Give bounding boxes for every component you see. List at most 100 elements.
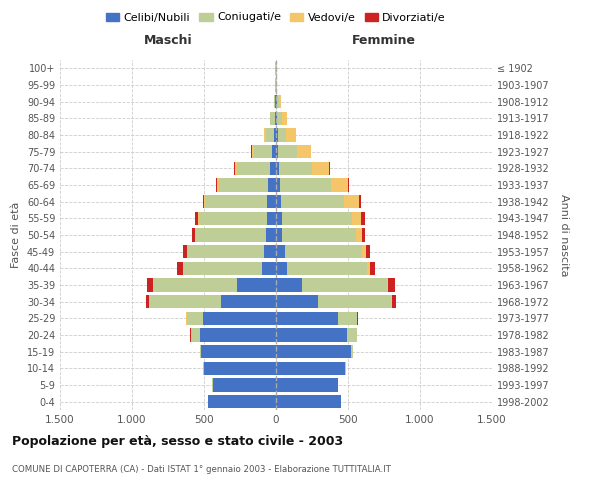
- Bar: [276, 245, 284, 258]
- Bar: [269, 112, 270, 125]
- Bar: [221, 295, 276, 308]
- Bar: [274, 128, 276, 141]
- Bar: [186, 312, 187, 325]
- Bar: [392, 295, 395, 308]
- Bar: [344, 195, 359, 208]
- Bar: [283, 228, 356, 241]
- Bar: [266, 228, 276, 241]
- Bar: [203, 362, 204, 375]
- Text: Maschi: Maschi: [143, 34, 193, 46]
- Bar: [366, 245, 370, 258]
- Bar: [194, 228, 196, 241]
- Bar: [286, 128, 296, 141]
- Bar: [276, 278, 302, 291]
- Bar: [276, 195, 281, 208]
- Text: Popolazione per età, sesso e stato civile - 2003: Popolazione per età, sesso e stato civil…: [12, 435, 343, 448]
- Bar: [278, 128, 286, 141]
- Bar: [254, 145, 272, 158]
- Bar: [237, 278, 276, 291]
- Bar: [391, 295, 392, 308]
- Y-axis label: Fasce di età: Fasce di età: [11, 202, 21, 268]
- Bar: [200, 328, 276, 342]
- Bar: [262, 262, 276, 275]
- Bar: [361, 212, 365, 225]
- Bar: [198, 212, 199, 225]
- Bar: [362, 245, 366, 258]
- Bar: [234, 162, 235, 175]
- Bar: [201, 345, 276, 358]
- Bar: [284, 245, 362, 258]
- Bar: [356, 228, 362, 241]
- Bar: [359, 195, 361, 208]
- Bar: [345, 362, 346, 375]
- Bar: [276, 228, 283, 241]
- Bar: [276, 178, 280, 192]
- Bar: [276, 128, 278, 141]
- Bar: [276, 362, 345, 375]
- Bar: [387, 278, 388, 291]
- Bar: [272, 145, 276, 158]
- Bar: [281, 195, 344, 208]
- Bar: [147, 278, 153, 291]
- Bar: [276, 345, 351, 358]
- Bar: [276, 112, 277, 125]
- Bar: [279, 95, 281, 108]
- Bar: [183, 245, 187, 258]
- Text: COMUNE DI CAPOTERRA (CA) - Dati ISTAT 1° gennaio 2003 - Elaborazione TUTTITALIA.: COMUNE DI CAPOTERRA (CA) - Dati ISTAT 1°…: [12, 465, 391, 474]
- Bar: [274, 95, 275, 108]
- Bar: [196, 212, 198, 225]
- Bar: [203, 312, 276, 325]
- Bar: [212, 378, 276, 392]
- Text: Femmine: Femmine: [352, 34, 416, 46]
- Bar: [280, 178, 331, 192]
- Bar: [268, 195, 276, 208]
- Bar: [178, 262, 183, 275]
- Bar: [276, 212, 282, 225]
- Bar: [196, 228, 266, 241]
- Bar: [204, 362, 276, 375]
- Bar: [191, 328, 200, 342]
- Bar: [367, 262, 370, 275]
- Bar: [275, 112, 276, 125]
- Bar: [265, 128, 266, 141]
- Bar: [277, 112, 282, 125]
- Bar: [200, 345, 201, 358]
- Bar: [203, 195, 204, 208]
- Bar: [251, 145, 254, 158]
- Bar: [183, 262, 184, 275]
- Bar: [268, 178, 276, 192]
- Bar: [329, 162, 330, 175]
- Bar: [276, 162, 279, 175]
- Bar: [199, 212, 266, 225]
- Bar: [235, 162, 237, 175]
- Bar: [338, 312, 356, 325]
- Bar: [348, 178, 349, 192]
- Bar: [187, 245, 264, 258]
- Bar: [276, 395, 341, 408]
- Bar: [312, 162, 329, 175]
- Bar: [275, 95, 276, 108]
- Bar: [270, 112, 275, 125]
- Bar: [278, 145, 297, 158]
- Bar: [154, 278, 237, 291]
- Bar: [276, 145, 278, 158]
- Bar: [219, 178, 268, 192]
- Bar: [149, 295, 221, 308]
- Bar: [192, 228, 194, 241]
- Bar: [388, 278, 395, 291]
- Bar: [146, 295, 149, 308]
- Bar: [297, 145, 311, 158]
- Bar: [276, 378, 338, 392]
- Bar: [279, 162, 312, 175]
- Bar: [264, 245, 276, 258]
- Bar: [205, 195, 268, 208]
- Bar: [282, 112, 287, 125]
- Bar: [216, 178, 217, 192]
- Bar: [357, 312, 358, 325]
- Bar: [351, 345, 353, 358]
- Bar: [362, 228, 365, 241]
- Bar: [331, 178, 348, 192]
- Bar: [302, 278, 387, 291]
- Legend: Celibi/Nubili, Coniugati/e, Vedovi/e, Divorziati/e: Celibi/Nubili, Coniugati/e, Vedovi/e, Di…: [101, 8, 451, 27]
- Bar: [282, 212, 352, 225]
